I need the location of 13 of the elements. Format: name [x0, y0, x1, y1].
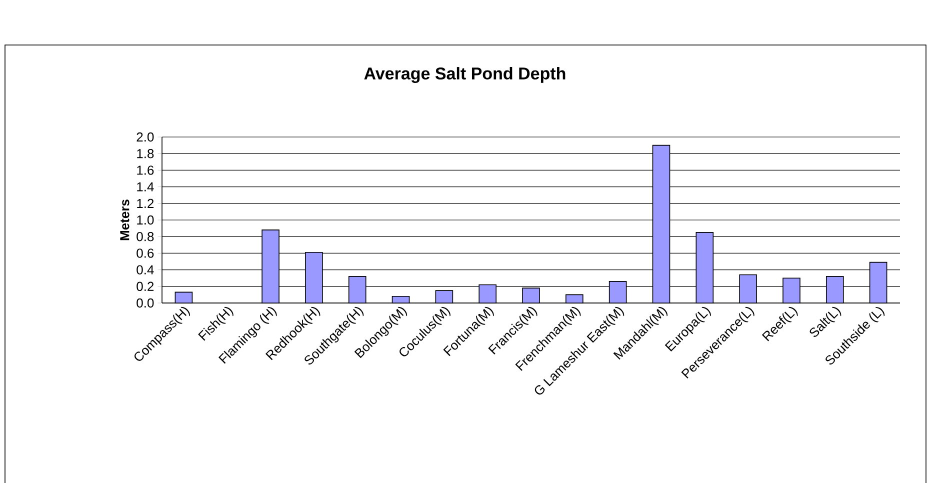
y-tick-label: 0.2 [136, 282, 154, 291]
y-axis-title: Meters [120, 200, 130, 240]
y-tick-label: 1.8 [137, 148, 154, 158]
y-tick-label: 0.0 [136, 298, 154, 308]
y-tick-label: 0.4 [136, 265, 154, 274]
y-tick-label: 0.6 [136, 248, 154, 258]
y-tick-label: 1.6 [137, 166, 154, 175]
y-tick-label: 2.0 [136, 132, 154, 142]
chart-title: Average Salt Pond Depth [364, 67, 566, 83]
y-tick-label: 0.8 [136, 232, 154, 242]
y-tick-label: 1.4 [137, 182, 154, 192]
y-tick-label: 1.2 [137, 198, 154, 208]
y-tick-label: 1.0 [137, 215, 154, 225]
